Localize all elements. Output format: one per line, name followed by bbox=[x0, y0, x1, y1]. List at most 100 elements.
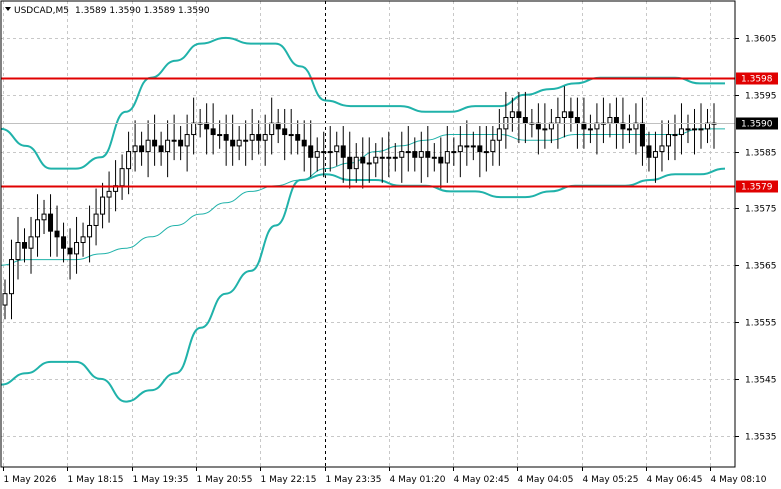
candle-body-19 bbox=[126, 151, 132, 170]
candle-8 bbox=[54, 205, 60, 257]
candle-body-78 bbox=[509, 111, 515, 118]
x-tick-label-0: 1 May 2026 bbox=[4, 475, 57, 485]
candle-20 bbox=[132, 120, 138, 172]
candle-22 bbox=[145, 120, 151, 178]
candle-body-88 bbox=[574, 117, 580, 124]
candle-84 bbox=[548, 108, 554, 144]
x-tick-label-10: 4 May 06:45 bbox=[647, 475, 703, 485]
candle-86 bbox=[561, 86, 567, 138]
candle-body-56 bbox=[366, 162, 372, 165]
candle-body-85 bbox=[555, 117, 561, 124]
candle-body-39 bbox=[256, 134, 262, 141]
candle-body-20 bbox=[132, 145, 138, 153]
candle-5 bbox=[35, 194, 41, 257]
candle-34 bbox=[223, 114, 229, 166]
candle-64 bbox=[418, 131, 424, 183]
y-tick-label-3: 1.3565 bbox=[745, 262, 777, 272]
candle-body-100 bbox=[652, 151, 658, 158]
candle-body-80 bbox=[522, 117, 528, 124]
candle-33 bbox=[217, 120, 223, 149]
candle-87 bbox=[568, 97, 574, 132]
candle-76 bbox=[496, 108, 502, 166]
candle-51 bbox=[334, 131, 340, 166]
candle-63 bbox=[412, 137, 418, 172]
candle-body-58 bbox=[379, 156, 385, 159]
candle-body-36 bbox=[236, 139, 242, 147]
candle-4 bbox=[28, 216, 34, 274]
candle-body-59 bbox=[386, 156, 392, 159]
candle-body-83 bbox=[542, 128, 548, 131]
x-tick-label-2: 1 May 19:35 bbox=[133, 475, 189, 485]
candle-body-86 bbox=[561, 111, 567, 118]
candle-50 bbox=[327, 126, 333, 172]
candle-49 bbox=[321, 131, 327, 178]
candle-body-35 bbox=[230, 139, 236, 147]
candle-45 bbox=[295, 120, 301, 155]
candle-21 bbox=[139, 131, 145, 166]
candle-41 bbox=[269, 97, 275, 155]
candle-body-67 bbox=[438, 156, 444, 164]
x-tick-label-7: 4 May 02:45 bbox=[454, 475, 510, 485]
candle-100 bbox=[652, 131, 658, 183]
candle-107 bbox=[698, 103, 704, 149]
candle-body-76 bbox=[496, 128, 502, 141]
candle-body-62 bbox=[405, 151, 411, 154]
candle-2 bbox=[15, 216, 21, 280]
candle-body-66 bbox=[431, 156, 437, 159]
x-tick-label-6: 4 May 01:20 bbox=[390, 475, 446, 485]
candle-55 bbox=[360, 137, 366, 189]
candle-body-74 bbox=[483, 151, 489, 154]
candle-40 bbox=[262, 114, 268, 166]
candle-body-29 bbox=[191, 122, 197, 136]
candle-body-84 bbox=[548, 122, 554, 130]
candle-68 bbox=[444, 126, 450, 183]
candle-26 bbox=[171, 114, 177, 161]
candle-59 bbox=[386, 131, 392, 178]
candle-body-25 bbox=[165, 139, 171, 153]
candle-body-51 bbox=[334, 145, 340, 153]
candle-77 bbox=[503, 91, 509, 149]
candle-body-41 bbox=[269, 122, 275, 136]
candle-74 bbox=[483, 126, 489, 172]
candle-body-108 bbox=[704, 122, 710, 130]
candle-body-21 bbox=[139, 145, 145, 153]
y-tick-label-5: 1.3585 bbox=[745, 149, 777, 159]
candle-53 bbox=[347, 131, 353, 189]
candle-body-47 bbox=[308, 145, 314, 158]
candle-body-99 bbox=[646, 145, 652, 158]
candle-90 bbox=[587, 114, 593, 144]
candle-body-4 bbox=[28, 236, 34, 249]
candle-body-94 bbox=[613, 117, 619, 124]
candle-body-24 bbox=[158, 145, 164, 153]
candle-body-46 bbox=[301, 139, 307, 147]
candle-9 bbox=[61, 222, 67, 263]
candle-body-34 bbox=[223, 134, 229, 141]
y-tick-label-7: 1.3605 bbox=[745, 35, 777, 45]
candle-body-22 bbox=[145, 139, 151, 153]
candle-105 bbox=[685, 114, 691, 144]
candle-body-16 bbox=[106, 190, 112, 198]
candle-body-52 bbox=[340, 145, 346, 158]
candle-body-28 bbox=[184, 134, 190, 147]
candle-101 bbox=[659, 120, 665, 172]
candle-103 bbox=[672, 114, 678, 161]
collapse-triangle-icon[interactable] bbox=[5, 7, 11, 11]
candle-body-18 bbox=[119, 168, 125, 187]
candle-71 bbox=[464, 120, 470, 166]
candle-47 bbox=[308, 120, 314, 178]
candle-15 bbox=[100, 182, 106, 229]
candle-body-45 bbox=[295, 134, 301, 141]
candle-106 bbox=[691, 108, 697, 155]
candle-body-1 bbox=[9, 259, 15, 295]
candle-57 bbox=[373, 143, 379, 178]
x-tick-label-8: 4 May 04:05 bbox=[518, 475, 574, 485]
candle-108 bbox=[704, 108, 710, 144]
candle-body-96 bbox=[626, 128, 632, 131]
candle-body-7 bbox=[48, 213, 54, 232]
bollinger-bands bbox=[0, 36, 726, 403]
candle-12 bbox=[80, 222, 86, 257]
candle-1 bbox=[9, 239, 15, 320]
